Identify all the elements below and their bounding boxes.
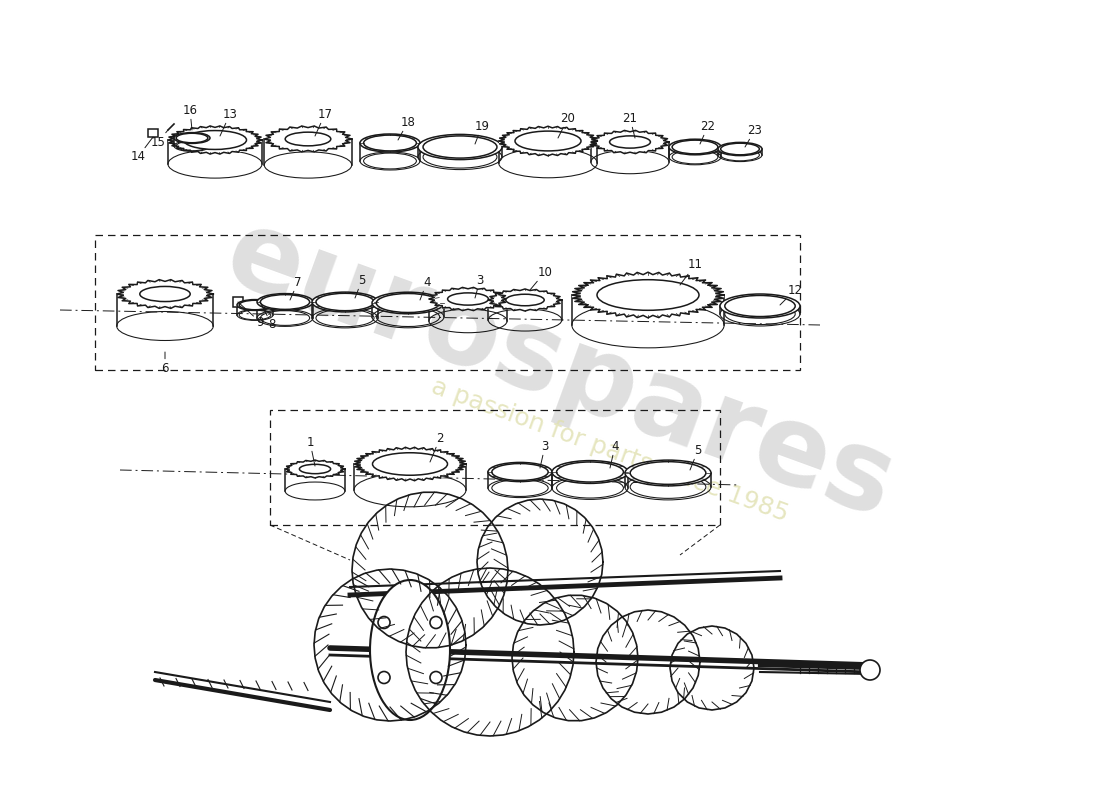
Text: 9: 9 bbox=[238, 302, 264, 329]
Ellipse shape bbox=[630, 462, 706, 484]
Ellipse shape bbox=[370, 580, 450, 720]
Ellipse shape bbox=[609, 136, 650, 148]
Text: 14: 14 bbox=[131, 137, 153, 163]
Text: 5: 5 bbox=[355, 274, 365, 298]
Text: 1: 1 bbox=[306, 435, 315, 466]
Text: 5: 5 bbox=[690, 443, 702, 470]
Ellipse shape bbox=[515, 131, 581, 151]
Ellipse shape bbox=[376, 294, 440, 313]
Polygon shape bbox=[285, 460, 345, 478]
Ellipse shape bbox=[492, 463, 548, 481]
Ellipse shape bbox=[506, 294, 544, 306]
Ellipse shape bbox=[720, 143, 759, 155]
Text: 6: 6 bbox=[162, 352, 168, 374]
Circle shape bbox=[378, 617, 390, 629]
Ellipse shape bbox=[285, 132, 331, 146]
Ellipse shape bbox=[725, 295, 795, 317]
Polygon shape bbox=[429, 287, 507, 310]
Circle shape bbox=[378, 671, 390, 683]
Ellipse shape bbox=[672, 140, 718, 154]
Polygon shape bbox=[264, 126, 352, 152]
Ellipse shape bbox=[261, 294, 309, 310]
Ellipse shape bbox=[257, 294, 314, 310]
Circle shape bbox=[430, 671, 442, 683]
Text: 22: 22 bbox=[700, 119, 715, 144]
Ellipse shape bbox=[720, 294, 800, 318]
Ellipse shape bbox=[174, 133, 210, 143]
Ellipse shape bbox=[316, 294, 374, 310]
Ellipse shape bbox=[418, 134, 502, 160]
Ellipse shape bbox=[354, 447, 466, 481]
Ellipse shape bbox=[364, 135, 417, 151]
Text: 17: 17 bbox=[315, 107, 332, 136]
Text: 15: 15 bbox=[151, 130, 168, 149]
Ellipse shape bbox=[184, 130, 246, 150]
Ellipse shape bbox=[373, 453, 448, 475]
Ellipse shape bbox=[140, 286, 190, 302]
Text: 19: 19 bbox=[474, 119, 490, 144]
Circle shape bbox=[860, 660, 880, 680]
Ellipse shape bbox=[597, 280, 698, 310]
Text: 16: 16 bbox=[183, 103, 198, 130]
Polygon shape bbox=[117, 280, 213, 308]
Ellipse shape bbox=[176, 134, 208, 142]
Ellipse shape bbox=[239, 300, 271, 310]
Ellipse shape bbox=[448, 293, 488, 305]
Text: 7: 7 bbox=[290, 275, 301, 300]
Text: 20: 20 bbox=[558, 111, 575, 138]
Ellipse shape bbox=[488, 462, 552, 482]
Ellipse shape bbox=[557, 462, 624, 482]
Text: 4: 4 bbox=[420, 275, 431, 300]
Text: 21: 21 bbox=[623, 111, 638, 138]
Ellipse shape bbox=[312, 292, 378, 312]
Polygon shape bbox=[488, 289, 562, 311]
Ellipse shape bbox=[372, 292, 444, 314]
Ellipse shape bbox=[669, 139, 720, 154]
Ellipse shape bbox=[498, 126, 597, 156]
Bar bbox=[233, 297, 243, 307]
Text: 18: 18 bbox=[398, 115, 416, 140]
Ellipse shape bbox=[168, 126, 262, 154]
Polygon shape bbox=[591, 130, 669, 154]
Text: eurospares: eurospares bbox=[211, 199, 909, 541]
Bar bbox=[148, 129, 158, 137]
Text: 3: 3 bbox=[475, 274, 484, 298]
Text: 12: 12 bbox=[780, 283, 803, 305]
Ellipse shape bbox=[718, 142, 762, 155]
Ellipse shape bbox=[236, 300, 273, 310]
Text: 8: 8 bbox=[260, 302, 276, 331]
Text: a passion for parts since 1985: a passion for parts since 1985 bbox=[428, 374, 792, 526]
Text: 11: 11 bbox=[680, 258, 703, 285]
Ellipse shape bbox=[299, 464, 331, 474]
Text: 13: 13 bbox=[220, 107, 238, 136]
Circle shape bbox=[430, 617, 442, 629]
Text: 23: 23 bbox=[745, 123, 762, 147]
Text: 10: 10 bbox=[530, 266, 552, 290]
Ellipse shape bbox=[572, 272, 724, 318]
Text: 2: 2 bbox=[430, 431, 443, 462]
Ellipse shape bbox=[360, 134, 420, 152]
Ellipse shape bbox=[625, 460, 711, 486]
Ellipse shape bbox=[552, 461, 628, 483]
Text: 3: 3 bbox=[540, 439, 549, 468]
Text: 4: 4 bbox=[610, 439, 618, 468]
Ellipse shape bbox=[424, 136, 497, 158]
